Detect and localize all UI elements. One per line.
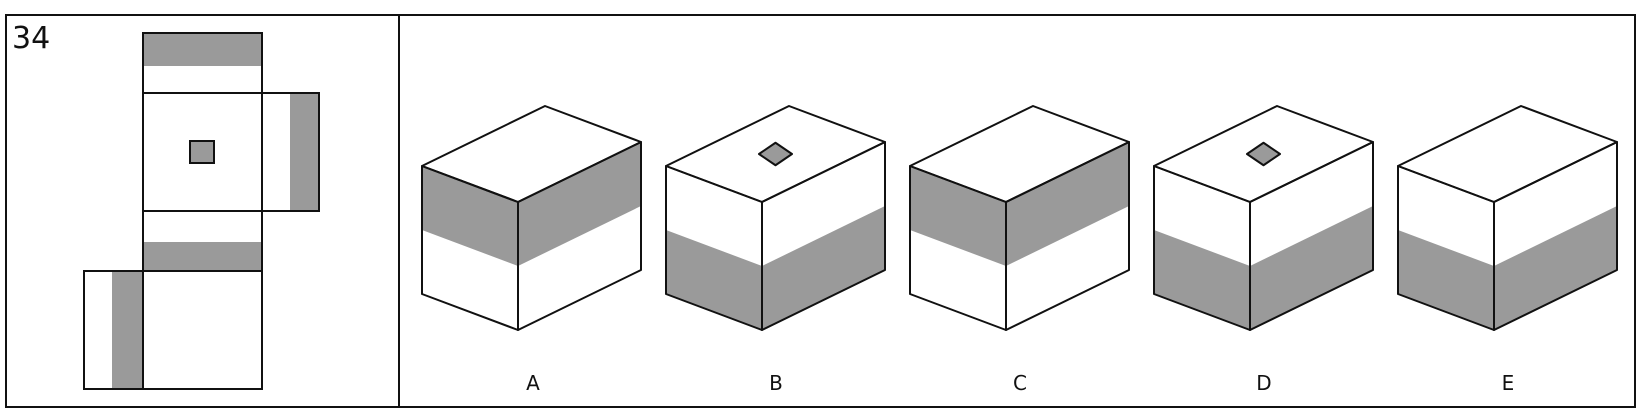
box-left-band [910,166,1006,266]
net-top-flap-band [144,34,261,66]
net-center-square [189,140,215,164]
box-top-face [1398,106,1617,202]
net-face-outline-2 [261,92,320,212]
net-lower-band [144,242,261,270]
box-right-band [1494,206,1617,330]
answer-options: A B C D E [421,105,1618,395]
box-left-band [422,166,518,266]
box-top-square [1246,141,1281,167]
box-top-face [910,106,1129,202]
net-right-flap-band [290,94,318,210]
option-label-d: D [1256,371,1271,395]
box-right-outline [1005,141,1130,331]
box-right-outline [517,141,642,331]
box-right-band [1006,142,1129,266]
option-label-a: A [526,371,540,395]
option-e[interactable]: E [1397,105,1618,395]
box-left-band [1398,230,1494,330]
box-right-band [762,206,885,330]
option-b[interactable]: B [665,105,886,395]
option-label-c: C [1013,371,1027,395]
box-right-band [518,142,641,266]
net-face-bottom [142,270,263,390]
box-top-square [758,141,793,167]
option-label-b: B [769,371,783,395]
box-right-outline [761,141,886,331]
box-right-outline [1249,141,1374,331]
net-left-flap-band [112,272,142,388]
net-face-outline-5 [83,270,144,390]
question-frame [5,14,1636,408]
cube-net [83,32,320,390]
box-right-band [1250,206,1373,330]
option-label-e: E [1502,371,1515,395]
box-left-band [666,230,762,330]
option-c[interactable]: C [909,105,1130,395]
box-left-band [1154,230,1250,330]
option-d[interactable]: D [1153,105,1374,395]
box-top-face [422,106,641,202]
question-number: 34 [12,21,50,56]
box-right-outline [1493,141,1618,331]
option-a[interactable]: A [421,105,642,395]
